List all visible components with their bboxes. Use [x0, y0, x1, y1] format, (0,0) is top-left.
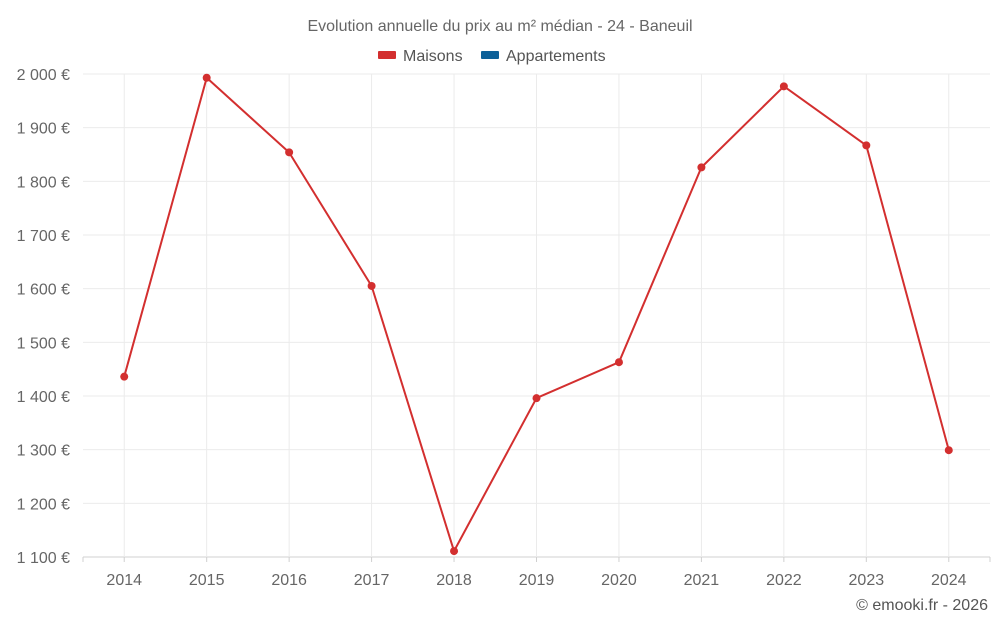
- x-tick-label: 2024: [931, 572, 967, 589]
- x-tick-label: 2021: [684, 572, 720, 589]
- series-layer: [120, 73, 953, 556]
- y-tick-label: 1 700 €: [17, 228, 70, 245]
- data-point-maisons-2020[interactable]: [614, 358, 623, 367]
- y-tick-label: 1 600 €: [17, 282, 70, 299]
- y-tick-label: 1 900 €: [17, 121, 70, 138]
- data-point-maisons-2014[interactable]: [120, 372, 129, 381]
- x-tick-label: 2015: [189, 572, 225, 589]
- legend-label-appartements: Appartements: [506, 48, 606, 65]
- data-point-maisons-2021[interactable]: [697, 163, 706, 172]
- x-tick-label: 2019: [519, 572, 555, 589]
- legend-item-appartements[interactable]: Appartements: [481, 48, 606, 65]
- y-tick-label: 2 000 €: [17, 67, 70, 84]
- data-point-maisons-2018[interactable]: [450, 547, 459, 556]
- y-tick-label: 1 100 €: [17, 550, 70, 567]
- footer-credit: © emooki.fr - 2026: [856, 597, 988, 614]
- data-point-maisons-2017[interactable]: [367, 281, 376, 290]
- data-point-maisons-2023[interactable]: [862, 141, 871, 150]
- x-tick-label: 2018: [436, 572, 472, 589]
- legend-swatch-maisons: [378, 51, 396, 59]
- x-tick-label: 2017: [354, 572, 390, 589]
- x-tick-label: 2014: [106, 572, 142, 589]
- y-axis: 1 100 € 1 200 € 1 300 € 1 400 € 1 500 € 1 600…: [17, 67, 70, 567]
- x-tick-label: 2016: [271, 572, 307, 589]
- y-tick-label: 1 200 €: [17, 496, 70, 513]
- chart-title: Evolution annuelle du prix au m² médian …: [307, 18, 692, 35]
- y-tick-label: 1 800 €: [17, 174, 70, 191]
- x-axis: 2014 2015 2016 2017 2018 2019 2020 2021 2022 2023…: [82, 557, 991, 589]
- x-tick-label: 2020: [601, 572, 637, 589]
- data-point-maisons-2022[interactable]: [779, 82, 788, 91]
- grid: [83, 73, 990, 558]
- data-point-maisons-2019[interactable]: [532, 394, 541, 403]
- data-point-maisons-2016[interactable]: [285, 148, 294, 157]
- x-tick-label: 2022: [766, 572, 802, 589]
- y-tick-label: 1 500 €: [17, 335, 70, 352]
- legend-label-maisons: Maisons: [403, 48, 463, 65]
- legend-swatch-appartements: [481, 51, 499, 59]
- legend-item-maisons[interactable]: Maisons: [378, 48, 463, 65]
- legend: Maisons Appartements: [378, 48, 606, 65]
- x-tick-label: 2023: [849, 572, 885, 589]
- data-point-maisons-2024[interactable]: [944, 446, 953, 455]
- data-point-maisons-2015[interactable]: [202, 73, 211, 82]
- y-tick-label: 1 300 €: [17, 443, 70, 460]
- y-tick-label: 1 400 €: [17, 389, 70, 406]
